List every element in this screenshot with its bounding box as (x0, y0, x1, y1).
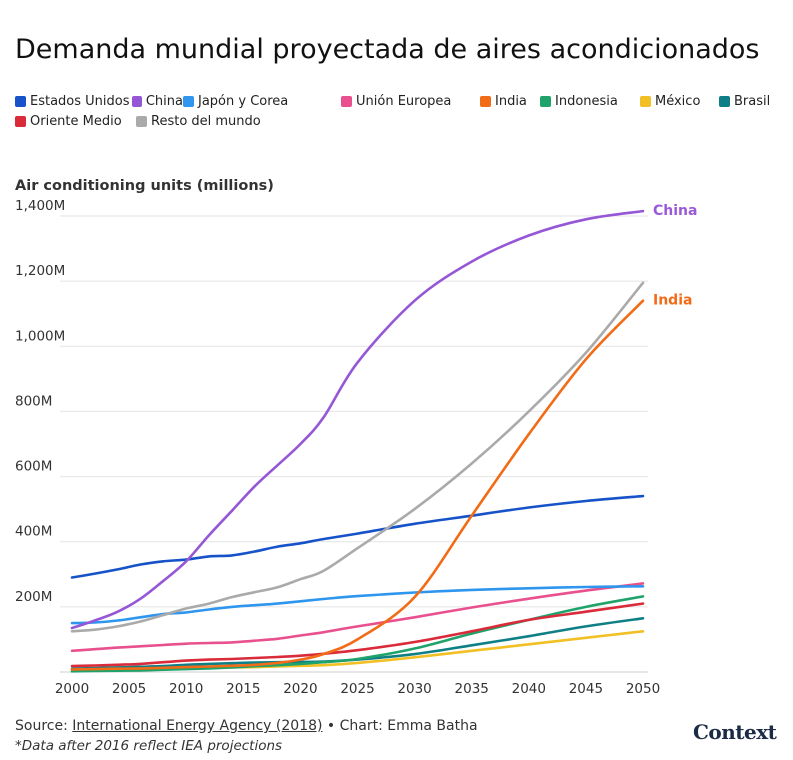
legend-item-union-europea: Unión Europea (341, 94, 480, 109)
projection-note: *Data after 2016 reflect IEA projections (15, 738, 283, 754)
legend-item-mexico: México (640, 94, 719, 109)
legend-swatch (640, 95, 651, 107)
context-logo: Context (693, 720, 777, 744)
x-tick-label: 2050 (626, 681, 660, 697)
series-line-china (70, 209, 645, 630)
x-axis-ticks: 2000 2005 2010 2015 2020 2025 2030 2035 2040 2045… (55, 681, 660, 697)
legend-item-oriente-medio: Oriente Medio (15, 114, 136, 129)
legend-item-japon-y-corea: Japón y Corea (183, 94, 341, 109)
legend-label: Estados Unidos (30, 93, 130, 109)
legend-swatch (15, 115, 26, 127)
series-line-oriente-medio (70, 602, 645, 668)
source-prefix: Source: (15, 718, 73, 734)
legend-label: China (145, 93, 183, 109)
x-tick-label: 2005 (112, 681, 146, 697)
legend-label: Unión Europea (356, 93, 452, 109)
y-axis-ticks: 200M 400M 600M 800M 1,000M 1,200M 1,400M (15, 198, 65, 605)
y-tick-label: 600M (15, 459, 52, 475)
y-tick-label: 800M (15, 393, 52, 409)
footer: Source: International Energy Agency (201… (15, 716, 478, 756)
end-labels: China India (653, 203, 697, 309)
source-link[interactable]: International Energy Agency (2018) (72, 718, 323, 734)
y-tick-label: 400M (15, 524, 52, 540)
series-line-brasil (70, 617, 645, 670)
legend-item-indonesia: Indonesia (540, 94, 640, 109)
series-line-union-europea (70, 582, 645, 653)
legend-item-brasil: Brasil (719, 94, 784, 109)
legend-swatch (15, 95, 26, 107)
y-tick-label: 200M (15, 589, 52, 605)
x-tick-label: 2025 (340, 681, 374, 697)
x-tick-label: 2040 (512, 681, 546, 697)
x-tick-label: 2035 (455, 681, 489, 697)
legend-label: México (655, 93, 701, 109)
series-line-estados-unidos (70, 494, 645, 579)
series-line-resto-del-mundo (70, 281, 645, 633)
legend-label: Oriente Medio (30, 113, 122, 129)
legend-row: Oriente Medio Resto del mundo (15, 111, 785, 131)
legend-swatch (136, 115, 147, 127)
x-tick-label: 2010 (169, 681, 203, 697)
y-tick-label: 1,000M (15, 328, 65, 344)
end-label-china: China (653, 203, 697, 219)
legend-row: Estados Unidos China Japón y Corea Unión Eu… (15, 91, 785, 111)
y-axis-label: Air conditioning units (millions) (15, 178, 274, 194)
legend-swatch (540, 95, 551, 107)
y-tick-label: 1,400M (15, 198, 65, 214)
x-tick-label: 2015 (226, 681, 260, 697)
series-line-japon-y-corea (70, 585, 645, 625)
legend-label: Resto del mundo (151, 113, 261, 129)
legend: Estados Unidos China Japón y Corea Unión Eu… (15, 91, 785, 131)
source-line: Source: International Energy Agency (201… (15, 716, 478, 736)
legend-item-estados-unidos: Estados Unidos (15, 94, 132, 109)
legend-label: Japón y Corea (198, 93, 289, 109)
end-label-india: India (653, 293, 692, 309)
legend-item-china: China (132, 94, 183, 109)
legend-swatch (183, 95, 194, 107)
legend-item-resto-del-mundo: Resto del mundo (136, 114, 301, 129)
legend-label: Brasil (734, 93, 771, 109)
y-tick-label: 1,200M (15, 263, 65, 279)
x-tick-label: 2000 (55, 681, 89, 697)
legend-swatch (341, 95, 352, 107)
line-chart: Air conditioning units (millions) 200M 40… (15, 178, 697, 697)
x-tick-label: 2045 (569, 681, 603, 697)
legend-swatch (480, 95, 491, 107)
series-lines (70, 209, 645, 673)
legend-label: Indonesia (555, 93, 618, 109)
x-tick-label: 2020 (283, 681, 317, 697)
x-tick-label: 2030 (397, 681, 431, 697)
legend-swatch (132, 95, 142, 107)
chart-title: Demanda mundial proyectada de aires acon… (15, 34, 760, 65)
series-line-india (70, 299, 645, 671)
gridlines (60, 215, 648, 673)
series-line-indonesia (70, 595, 645, 673)
chart-credit: • Chart: Emma Batha (322, 718, 478, 734)
legend-label: India (495, 93, 527, 109)
legend-item-india: India (480, 94, 540, 109)
legend-swatch (719, 95, 730, 107)
